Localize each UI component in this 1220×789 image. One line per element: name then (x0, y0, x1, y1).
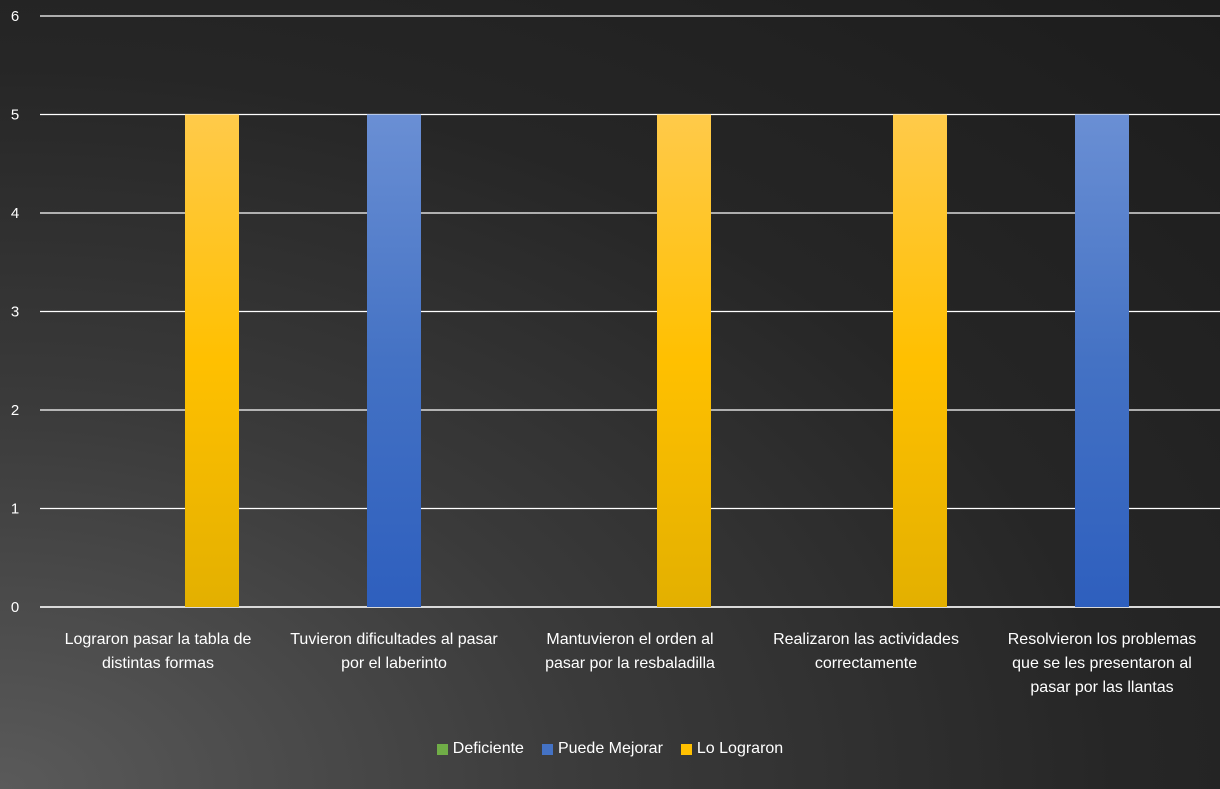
legend-item-puede-mejorar: Puede Mejorar (541, 740, 663, 758)
legend-swatch-puede-mejorar (541, 743, 553, 755)
x-category-label-line: que se les presentaron al (1012, 655, 1192, 672)
legend-label-puede-mejorar: Puede Mejorar (557, 740, 663, 757)
x-category-label-line: distintas formas (102, 655, 214, 672)
bar-puede-mejorar-4 (1075, 114, 1129, 607)
x-category-label-line: por el laberinto (341, 655, 447, 672)
y-axis-ticks: 0 1 2 3 4 5 6 (11, 8, 19, 616)
x-axis-labels: Lograron pasar la tabla de distintas form… (65, 631, 1197, 696)
y-tick-label: 1 (11, 501, 19, 518)
y-tick-label: 5 (11, 107, 19, 124)
legend-item-deficiente: Deficiente (436, 740, 524, 758)
y-tick-label: 6 (11, 8, 19, 25)
x-category-label: Lograron pasar la tabla de distintas form… (65, 631, 252, 672)
bar-lo-lograron-3 (893, 114, 947, 607)
x-category-label-line: pasar por la resbaladilla (545, 655, 715, 672)
y-tick-label: 3 (11, 304, 19, 321)
y-tick-label: 0 (11, 599, 19, 616)
x-category-label-line: Mantuvieron el orden al (546, 631, 713, 648)
legend: Deficiente Puede Mejorar Lo Lograron (0, 740, 1220, 758)
x-category-label-line: Tuvieron dificultades al pasar (290, 631, 498, 648)
y-tick-label: 2 (11, 402, 19, 419)
x-category-label-line: pasar por las llantas (1030, 679, 1173, 696)
x-category-label: Mantuvieron el orden al pasar por la resb… (545, 631, 715, 672)
bar-lo-lograron-0 (185, 114, 239, 607)
x-category-label: Resolvieron los problemas que se les pres… (1008, 631, 1197, 696)
bar-lo-lograron-2 (657, 114, 711, 607)
legend-swatch-deficiente (436, 743, 448, 755)
x-category-label-line: Resolvieron los problemas (1008, 631, 1197, 648)
x-category-label: Realizaron las actividades correctamente (773, 631, 959, 672)
y-tick-label: 4 (11, 205, 19, 222)
bar-puede-mejorar-1 (367, 114, 421, 607)
x-category-label-line: Lograron pasar la tabla de (65, 631, 252, 648)
legend-label-deficiente: Deficiente (452, 740, 524, 757)
x-category-label-line: Realizaron las actividades (773, 631, 959, 648)
legend-item-lo-lograron: Lo Lograron (680, 740, 784, 758)
x-category-label: Tuvieron dificultades al pasar por el lab… (290, 631, 498, 672)
x-category-label-line: correctamente (815, 655, 917, 672)
legend-swatch-lo-lograron (680, 743, 692, 755)
legend-label-lo-lograron: Lo Lograron (696, 740, 784, 757)
bars (185, 114, 1129, 607)
